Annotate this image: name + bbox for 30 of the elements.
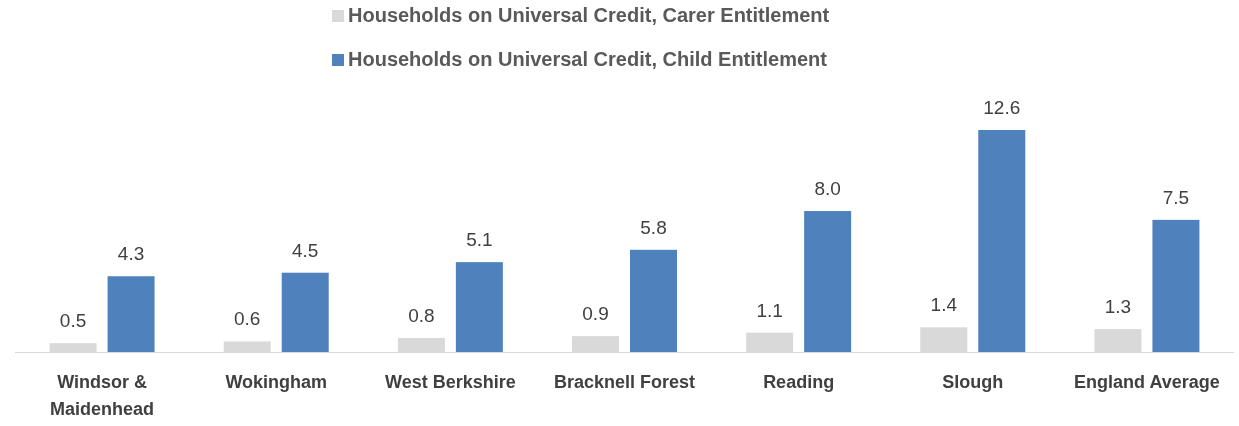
data-label: 0.6: [234, 308, 261, 330]
bar: [978, 130, 1026, 352]
x-tick-label: West Berkshire: [384, 372, 516, 392]
data-label: 5.1: [466, 229, 493, 251]
x-tick-label: England Average: [1074, 372, 1220, 392]
legend-label: Households on Universal Credit, Child Entitlement: [348, 48, 828, 70]
data-label: 4.5: [292, 239, 319, 261]
bar: [630, 249, 677, 352]
data-label: 7.5: [1162, 186, 1190, 208]
x-tick-label: Wokingham: [225, 372, 328, 392]
data-label: 0.9: [582, 303, 609, 325]
bar: [455, 262, 503, 352]
data-label: 0.5: [59, 310, 87, 332]
x-tick-label: Windsor & Maidenhead: [50, 372, 155, 419]
bar: [281, 272, 329, 352]
data-label: 1.3: [1104, 296, 1132, 318]
data-label: 0.8: [408, 304, 435, 326]
x-tick-label: Reading: [763, 372, 835, 392]
x-tick-label: Bracknell Forest: [553, 372, 696, 392]
x-tick-label: Slough: [942, 372, 1004, 392]
data-label: 5.8: [640, 216, 667, 238]
data-label: 8.0: [814, 178, 841, 200]
bar: [1152, 219, 1200, 352]
data-label: 1.1: [756, 299, 783, 321]
bar: [804, 211, 852, 352]
legend-label: Households on Universal Credit, Carer Entitlement: [348, 4, 830, 26]
data-label: 1.4: [930, 294, 958, 316]
bar: [107, 276, 155, 352]
data-label: 12.6: [983, 97, 1021, 118]
data-label: 4.3: [117, 243, 145, 265]
